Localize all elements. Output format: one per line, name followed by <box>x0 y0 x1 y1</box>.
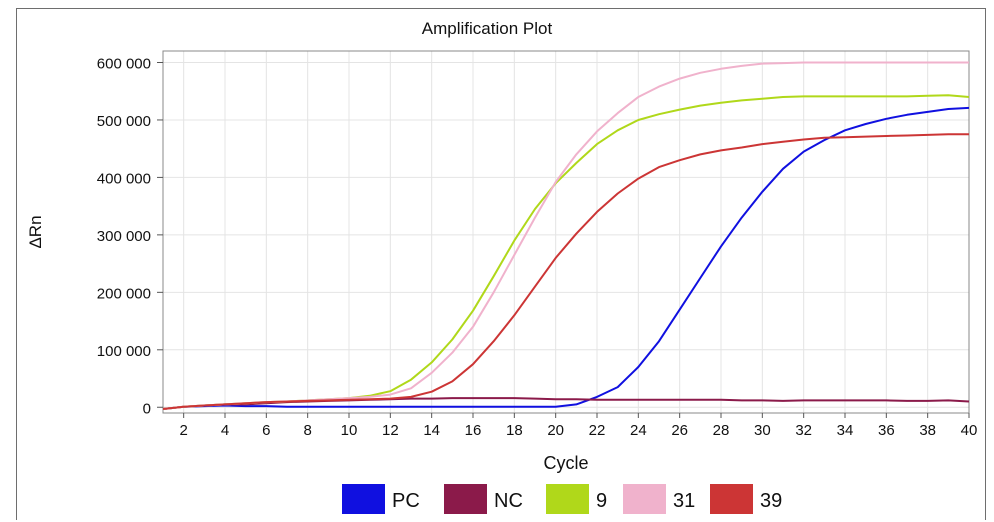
plot-area-border <box>162 50 970 414</box>
x-tick-label: 22 <box>589 422 606 439</box>
x-tick-label: 26 <box>671 422 688 439</box>
x-axis: 2 4 6 8 10 12 14 16 18 20 22 24 26 28 30 32 34 36 38 40 <box>179 413 977 439</box>
legend-swatch <box>444 484 487 514</box>
y-tick-label: 200 000 <box>97 285 151 302</box>
chart-title: Amplification Plot <box>422 19 553 38</box>
x-tick-label: 4 <box>221 422 229 439</box>
amplification-plot: Amplification Plot 0 100 000 200 000 300 00… <box>26 19 977 514</box>
x-tick-label: 28 <box>713 422 730 439</box>
x-tick-label: 6 <box>262 422 270 439</box>
legend-item-39: 39 <box>710 484 782 514</box>
x-tick-label: 18 <box>506 422 523 439</box>
x-tick-label: 8 <box>303 422 311 439</box>
legend-label: PC <box>392 490 420 512</box>
legend: PC NC 9 31 39 <box>342 484 782 514</box>
y-tick-label: 500 000 <box>97 113 151 130</box>
x-tick-label: 2 <box>179 422 187 439</box>
y-tick-label: 0 <box>143 400 151 417</box>
x-axis-label: Cycle <box>543 453 588 473</box>
y-axis-label: ΔRn <box>26 215 45 248</box>
series-line-PC <box>162 106 970 410</box>
legend-swatch <box>623 484 666 514</box>
x-tick-label: 16 <box>465 422 482 439</box>
y-tick-label: 100 000 <box>97 343 151 360</box>
legend-item-31: 31 <box>623 484 695 514</box>
x-tick-label: 40 <box>961 422 978 439</box>
x-tick-label: 32 <box>795 422 812 439</box>
legend-item-NC: NC <box>444 484 523 514</box>
grid <box>163 51 970 413</box>
series-line-39 <box>162 133 969 410</box>
legend-label: 31 <box>673 490 695 512</box>
series-line-9 <box>162 94 970 410</box>
x-tick-label: 10 <box>341 422 358 439</box>
legend-label: 9 <box>596 490 607 512</box>
series-lines <box>162 61 970 410</box>
x-tick-label: 36 <box>878 422 895 439</box>
y-axis: 0 100 000 200 000 300 000 400 000 500 000 600 … <box>97 55 163 417</box>
y-tick-label: 400 000 <box>97 170 151 187</box>
legend-label: 39 <box>760 490 782 512</box>
y-tick-label: 300 000 <box>97 228 151 245</box>
legend-item-9: 9 <box>546 484 607 514</box>
x-tick-label: 38 <box>919 422 936 439</box>
legend-item-PC: PC <box>342 484 420 514</box>
x-tick-label: 30 <box>754 422 771 439</box>
x-tick-label: 20 <box>547 422 564 439</box>
legend-swatch <box>546 484 589 514</box>
x-tick-label: 14 <box>423 422 440 439</box>
x-tick-label: 34 <box>837 422 854 439</box>
series-line-31 <box>162 61 969 410</box>
legend-label: NC <box>494 490 523 512</box>
legend-swatch <box>342 484 385 514</box>
legend-swatch <box>710 484 753 514</box>
x-tick-label: 24 <box>630 422 647 439</box>
x-tick-label: 12 <box>382 422 399 439</box>
chart-frame: Amplification Plot 0 100 000 200 000 300 00… <box>16 8 986 520</box>
y-tick-label: 600 000 <box>97 55 151 72</box>
